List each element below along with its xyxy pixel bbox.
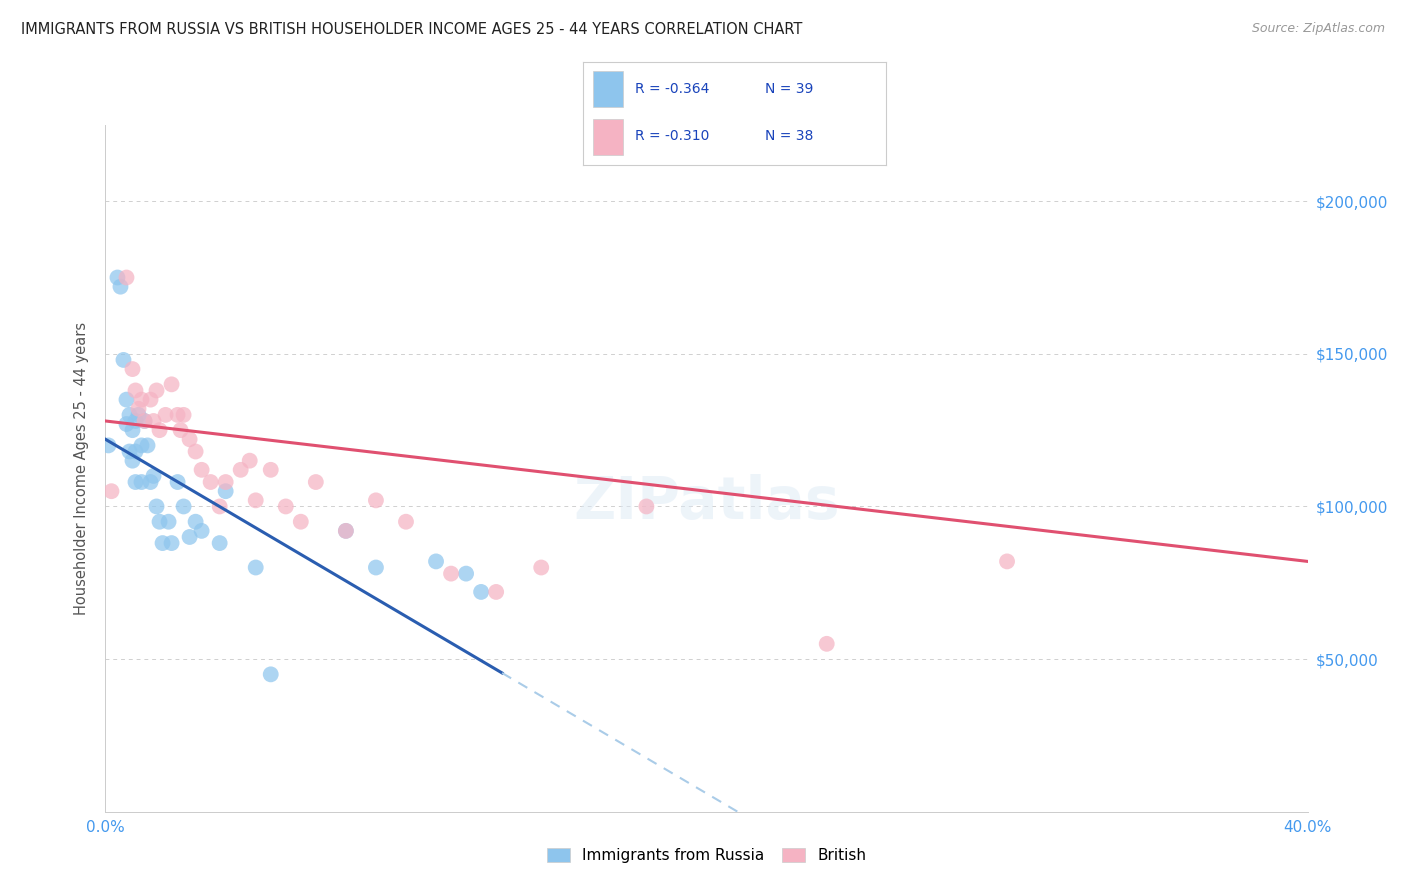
Point [107, 270, 129, 285]
Point [148, 515, 170, 529]
Point [160, 536, 183, 550]
Point [145, 384, 167, 398]
Text: N = 39: N = 39 [765, 81, 813, 95]
Point [134, 414, 156, 428]
Point [305, 475, 328, 489]
Point [173, 500, 195, 514]
Point [124, 475, 146, 489]
Point [364, 560, 387, 574]
Legend: Immigrants from Russia, British: Immigrants from Russia, British [540, 841, 873, 870]
Point [128, 401, 150, 416]
Point [335, 524, 357, 538]
Point [214, 475, 236, 489]
Point [124, 384, 146, 398]
Point [290, 515, 312, 529]
Point [995, 554, 1018, 568]
Point [115, 392, 138, 407]
Point [136, 438, 159, 452]
Point [184, 515, 207, 529]
Point [139, 475, 162, 489]
Point [155, 408, 177, 422]
Point [214, 484, 236, 499]
Point [139, 392, 162, 407]
Text: R = -0.364: R = -0.364 [636, 81, 709, 95]
Point [121, 423, 143, 437]
Point [121, 453, 143, 467]
Point [124, 414, 146, 428]
Point [245, 560, 267, 574]
Point [184, 444, 207, 458]
Point [190, 463, 212, 477]
Point [636, 500, 658, 514]
Point [208, 500, 231, 514]
Point [530, 560, 553, 574]
Point [166, 408, 188, 422]
Point [169, 423, 191, 437]
Text: Source: ZipAtlas.com: Source: ZipAtlas.com [1251, 22, 1385, 36]
Point [145, 500, 167, 514]
Point [335, 524, 357, 538]
Point [395, 515, 418, 529]
Point [245, 493, 267, 508]
Point [200, 475, 222, 489]
Point [179, 432, 201, 446]
Point [470, 585, 492, 599]
Point [142, 414, 165, 428]
Point [815, 637, 838, 651]
Point [157, 515, 180, 529]
FancyBboxPatch shape [592, 70, 623, 106]
Point [173, 408, 195, 422]
Point [260, 667, 283, 681]
Point [179, 530, 201, 544]
Point [118, 408, 141, 422]
Text: R = -0.310: R = -0.310 [636, 129, 709, 144]
Text: ZIPatlas: ZIPatlas [574, 475, 839, 531]
Point [364, 493, 387, 508]
Point [274, 500, 297, 514]
Point [454, 566, 477, 581]
Point [160, 377, 183, 392]
Point [190, 524, 212, 538]
Point [440, 566, 463, 581]
Y-axis label: Householder Income Ages 25 - 44 years: Householder Income Ages 25 - 44 years [75, 322, 90, 615]
Point [115, 417, 138, 431]
Text: N = 38: N = 38 [765, 129, 813, 144]
Point [100, 484, 122, 499]
Point [131, 392, 153, 407]
Point [97, 438, 120, 452]
Point [134, 414, 156, 428]
Point [260, 463, 283, 477]
Point [142, 469, 165, 483]
Point [166, 475, 188, 489]
Text: IMMIGRANTS FROM RUSSIA VS BRITISH HOUSEHOLDER INCOME AGES 25 - 44 YEARS CORRELAT: IMMIGRANTS FROM RUSSIA VS BRITISH HOUSEH… [21, 22, 803, 37]
FancyBboxPatch shape [592, 119, 623, 155]
Point [229, 463, 252, 477]
Point [152, 536, 174, 550]
Point [208, 536, 231, 550]
Point [131, 438, 153, 452]
Point [239, 453, 262, 467]
Point [425, 554, 447, 568]
Point [118, 444, 141, 458]
Point [131, 475, 153, 489]
Point [110, 279, 132, 293]
Point [115, 270, 138, 285]
Point [121, 362, 143, 376]
Point [112, 353, 135, 368]
Point [148, 423, 170, 437]
Point [124, 444, 146, 458]
Point [128, 408, 150, 422]
Point [485, 585, 508, 599]
